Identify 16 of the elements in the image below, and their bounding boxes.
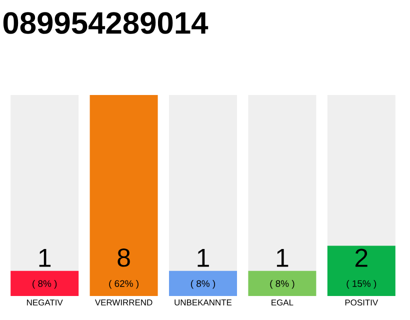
data-label: 1 <box>276 248 288 267</box>
annotation: ( 8% ) <box>270 280 294 289</box>
x-tick-label: POSITIV <box>345 300 378 306</box>
annotation: ( 62% ) <box>109 280 138 289</box>
x-tick-label: EGAL <box>272 300 294 306</box>
data-label: 2 <box>356 248 368 267</box>
chart-title: 089954289014 <box>3 12 208 34</box>
data-label: 1 <box>39 248 51 267</box>
data-label: 8 <box>118 248 130 267</box>
data-label: 1 <box>198 248 209 267</box>
annotation: ( 15% ) <box>346 280 376 289</box>
x-tick-label: NEGATIV <box>27 300 63 306</box>
annotation: ( 8% ) <box>190 280 216 289</box>
x-tick-label: VERWIRREND <box>94 300 152 306</box>
x-tick-label: UNBEKANNTE <box>174 300 232 306</box>
annotation: ( 8% ) <box>32 280 57 289</box>
